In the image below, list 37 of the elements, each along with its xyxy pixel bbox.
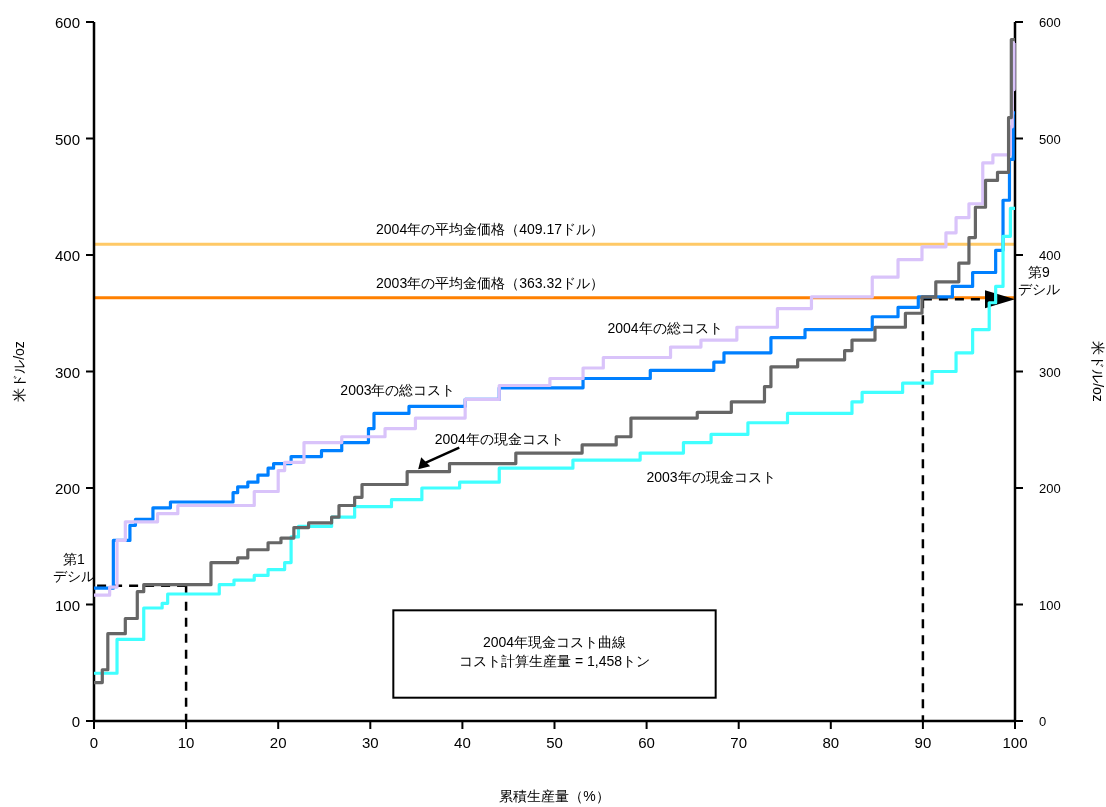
y2-tick-label: 0 [1039, 714, 1047, 729]
x-tick-label: 20 [269, 734, 287, 751]
x-axis-title: 累積生産量（%） [499, 788, 610, 804]
y2-tick-label: 200 [1039, 481, 1061, 496]
series-label: 2003年の現金コスト [646, 469, 776, 486]
annotation: 第9 デシル [1018, 264, 1060, 298]
x-tick-label: 10 [177, 734, 195, 751]
y-tick-label: 300 [54, 363, 80, 381]
y2-tick-label: 500 [1039, 131, 1061, 147]
x-tick-label: 30 [361, 734, 379, 751]
annotation: コスト計算生産量 = 1,458トン [459, 652, 650, 669]
ref-line-label: 2003年の平均金価格（363.32ドル） [376, 274, 605, 291]
y-tick-label: 200 [54, 480, 80, 497]
x-tick-label: 80 [822, 734, 840, 751]
y-tick-label: 0 [71, 713, 80, 730]
x-tick-label: 70 [730, 734, 748, 751]
x-tick-label: 90 [914, 734, 932, 751]
x-tick-label: 60 [638, 734, 655, 751]
x-tick-label: 100 [1002, 734, 1028, 751]
y-tick-label: 100 [54, 596, 80, 614]
annotation: 2004年現金コスト曲線 [482, 633, 627, 650]
y-tick-label: 500 [54, 130, 80, 148]
x-tick-label: 50 [546, 734, 563, 751]
x-tick-label: 40 [454, 734, 471, 751]
y-tick-label: 400 [54, 247, 80, 264]
series-label: 2004年の現金コスト [434, 430, 564, 447]
series-label: 2004年の総コスト [607, 320, 723, 337]
y-axis-title: 米ドル/oz [11, 341, 27, 402]
y-tick-label: 600 [54, 14, 80, 31]
y2-axis-title: 米ドル/oz [1090, 341, 1106, 402]
ref-line-label: 2004年の平均金価格（409.17ドル） [376, 221, 605, 238]
y2-tick-label: 400 [1039, 248, 1061, 263]
series-label: 2003年の総コスト [340, 381, 456, 398]
y2-tick-label: 300 [1039, 364, 1061, 380]
y2-tick-label: 600 [1039, 15, 1061, 30]
x-tick-label: 0 [89, 734, 99, 751]
y2-tick-label: 100 [1039, 597, 1061, 613]
